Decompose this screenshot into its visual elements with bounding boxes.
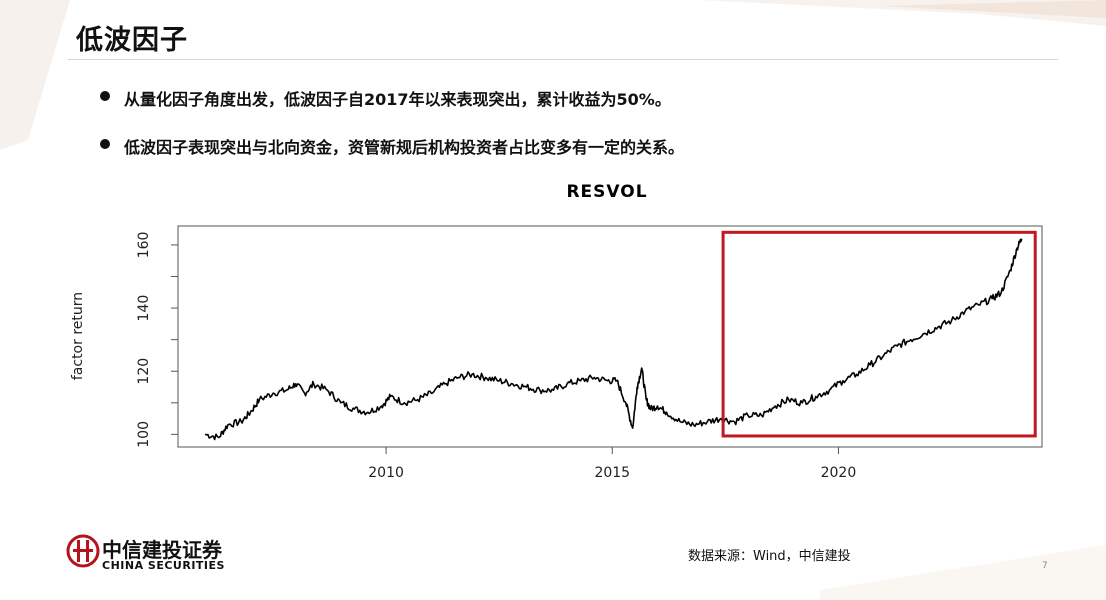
logo-name-cn: 中信建投证券 <box>102 538 222 562</box>
company-logo: 中信建投证券 CHINA SECURITIES <box>66 532 266 576</box>
page-number: 7 <box>1042 561 1048 571</box>
chart-title: RESVOL <box>566 182 647 202</box>
bullet-dot-icon <box>100 139 110 149</box>
y-axis-label: factor return <box>70 292 86 380</box>
bullet-text: 从量化因子角度出发，低波因子自2017年以来表现突出，累计收益为50%。 <box>124 90 671 109</box>
y-tick-label: 160 <box>136 232 152 259</box>
bullet-text: 低波因子表现突出与北向资金，资管新规后机构投资者占比变多有一定的关系。 <box>124 138 685 157</box>
plot-frame <box>177 225 1043 448</box>
x-tick-label: 2010 <box>368 465 404 481</box>
title-divider <box>68 59 1058 60</box>
bullet-dot-icon <box>100 91 110 101</box>
citic-emblem-icon <box>66 534 100 568</box>
y-tick-label: 140 <box>136 295 152 322</box>
data-source: 数据来源：Wind，中信建投 <box>688 549 851 564</box>
slide-title: 低波因子 <box>76 25 188 56</box>
y-axis: 100 120 140 160 <box>136 232 178 448</box>
y-tick-label: 100 <box>136 421 152 448</box>
y-tick-label: 120 <box>136 358 152 385</box>
highlight-box <box>721 230 1037 438</box>
series-line <box>204 238 1023 441</box>
x-tick-label: 2015 <box>594 465 630 481</box>
logo-name-en: CHINA SECURITIES <box>102 559 225 572</box>
x-axis: 2010 2015 2020 <box>368 447 856 481</box>
x-tick-label: 2020 <box>821 465 857 481</box>
